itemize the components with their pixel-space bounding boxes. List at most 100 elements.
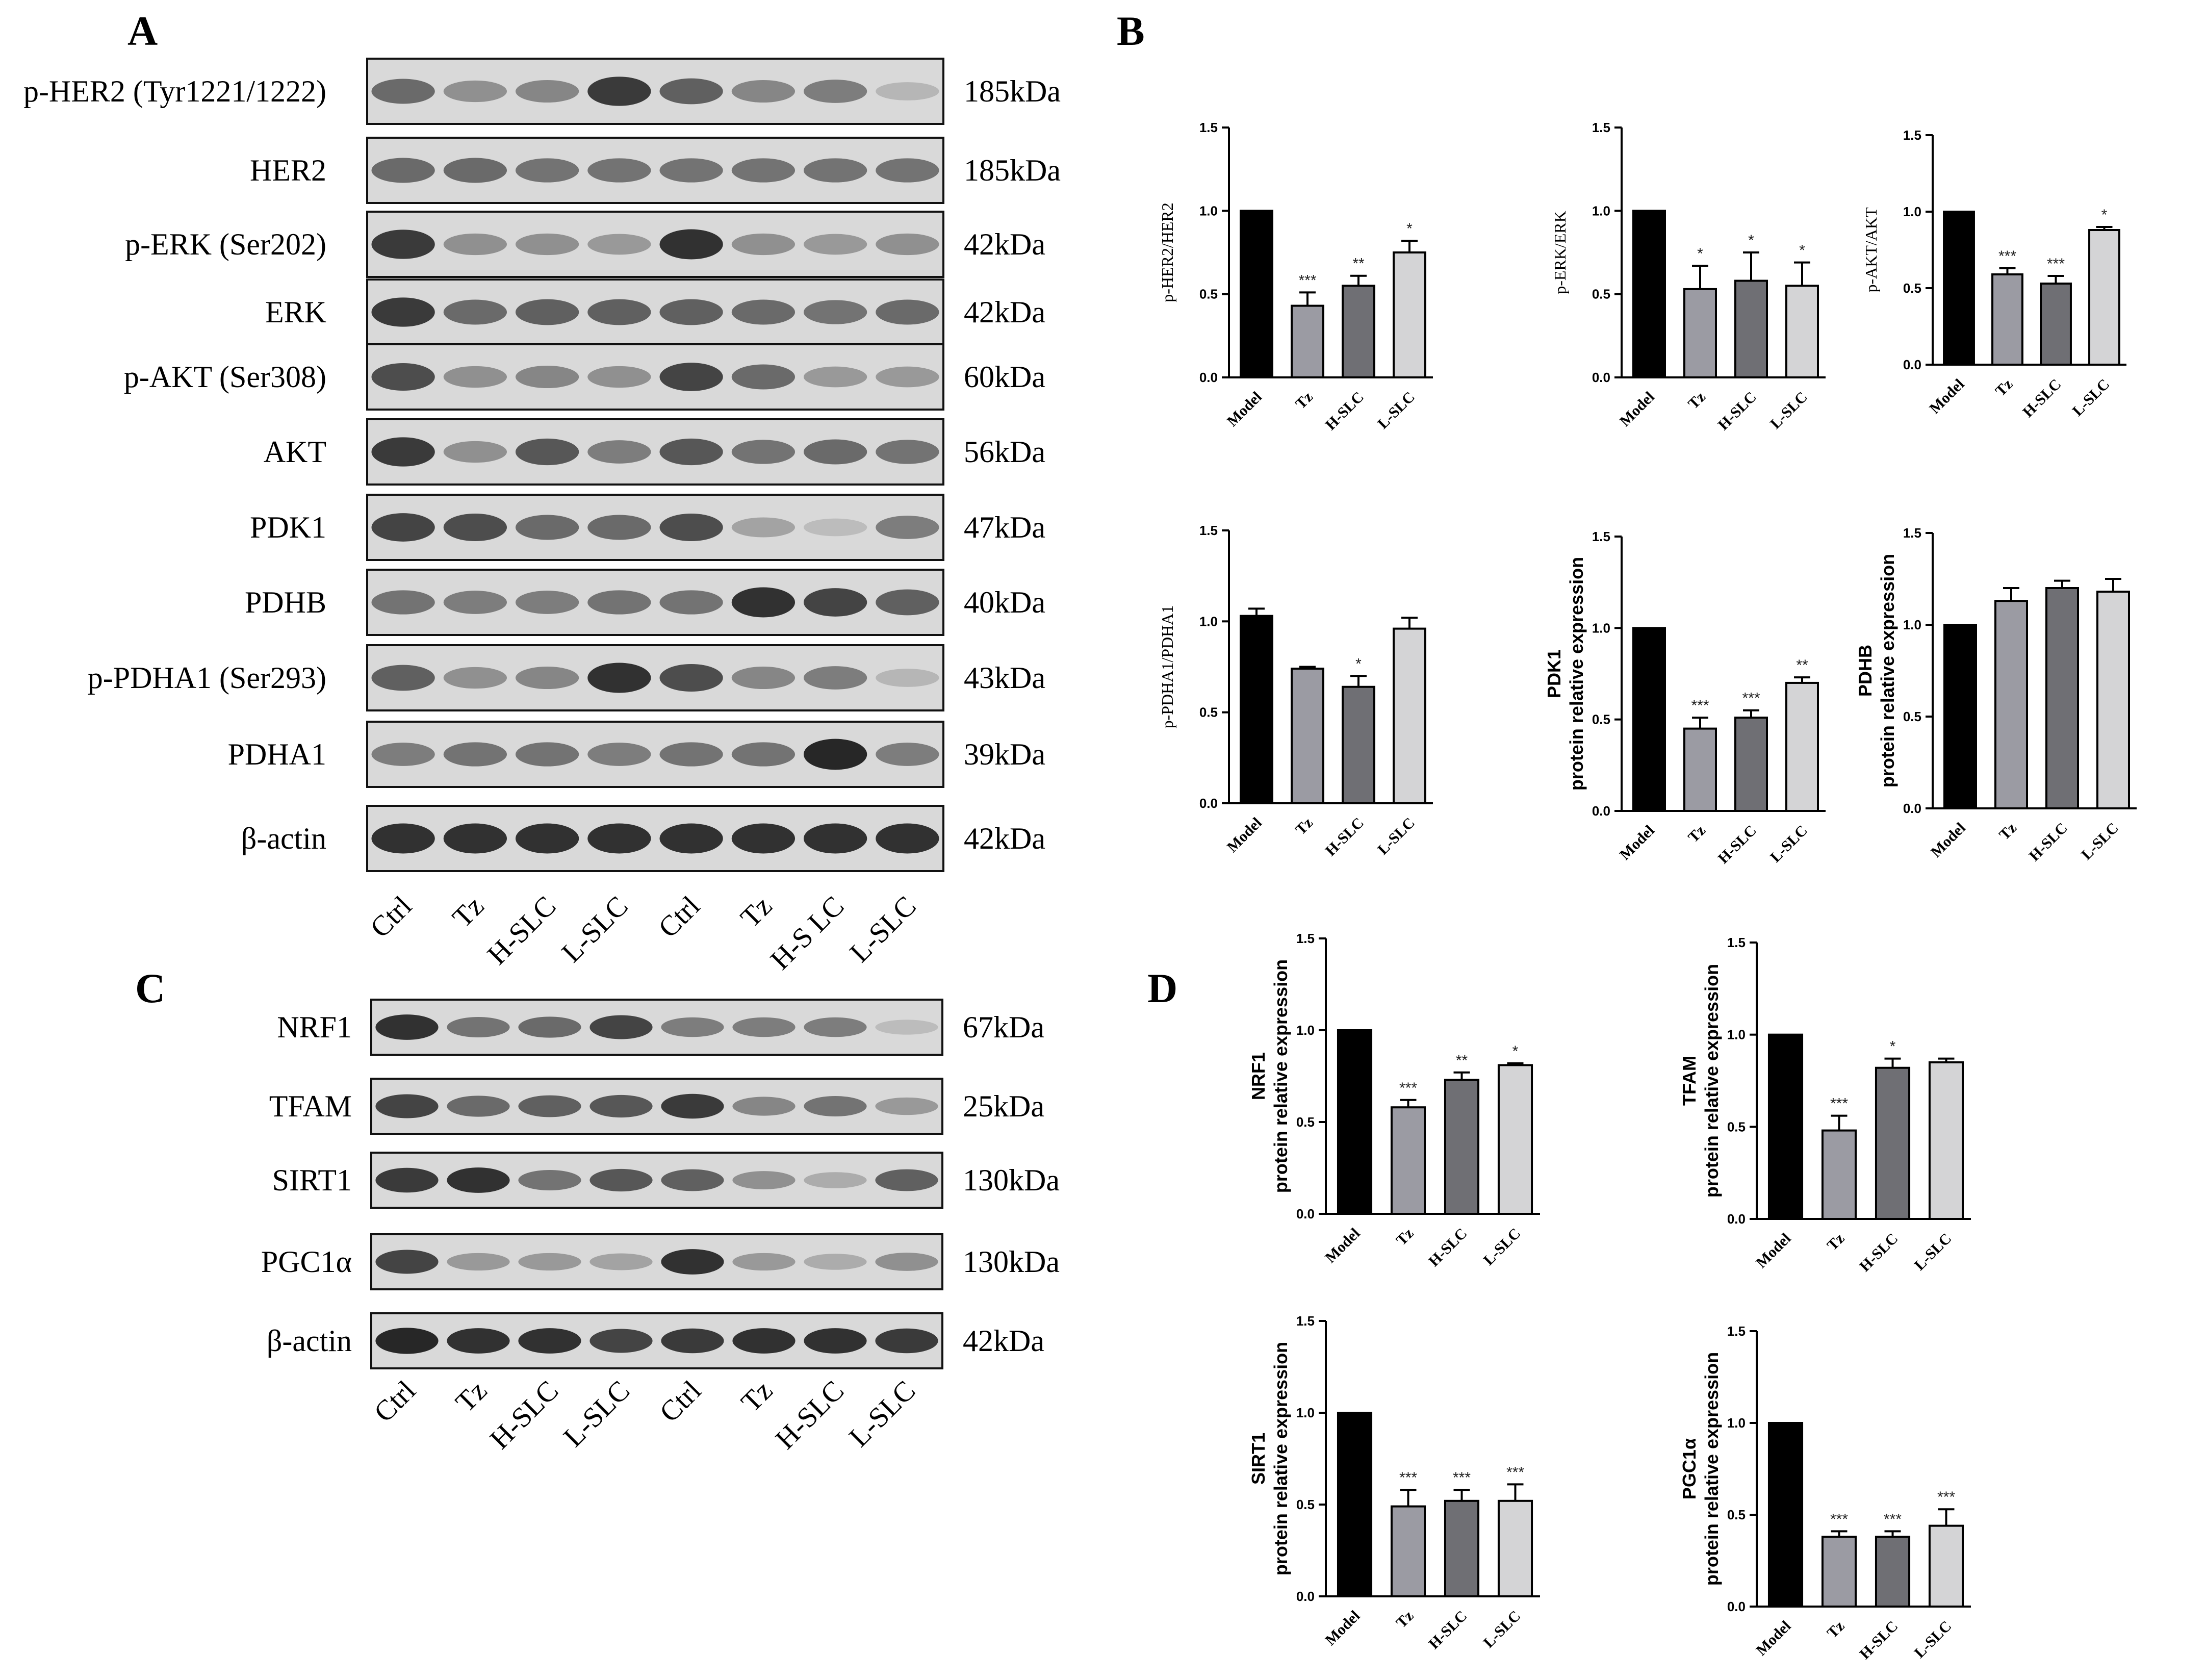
bar xyxy=(1875,1536,1911,1608)
y-tick-label: 0.0 xyxy=(1199,796,1218,811)
blot-band xyxy=(371,437,435,467)
bar xyxy=(1393,627,1426,804)
y-axis-label: PDK1 xyxy=(1544,649,1564,698)
blot-row: p-HER2 (Tyr1221/1222) 185kDa xyxy=(23,58,1061,125)
y-tick-label: 1.0 xyxy=(1199,614,1218,629)
bar-chart: 0.0 0.5 1.0 1.5 p-AKT/AKT Model *** Tz *** H-SLC *… xyxy=(1862,128,2126,421)
blot-row: β-actin 42kDa xyxy=(241,805,1045,872)
blot-band xyxy=(443,299,507,325)
significance-label: ** xyxy=(1352,256,1365,272)
x-tick-label: Model xyxy=(1224,814,1265,856)
blot-band xyxy=(803,588,867,617)
blot-row: HER2 185kDa xyxy=(250,137,1061,204)
blot-band xyxy=(443,80,507,103)
blot-band xyxy=(371,665,435,691)
bar-chart: 0.0 0.5 1.0 1.5 p-ERK/ERK Model * Tz * H-SLC * L-SL… xyxy=(1551,120,1826,434)
x-tick-label: Tz xyxy=(1685,389,1709,413)
blot-band xyxy=(587,440,651,464)
y-tick-label: 1.5 xyxy=(1296,1313,1315,1329)
blot-band xyxy=(447,1017,510,1037)
blot-band xyxy=(589,1329,653,1353)
blot-band xyxy=(661,1093,724,1119)
blot-band xyxy=(375,1014,439,1040)
bar-chart: 0.0 0.5 1.0 1.5 PDK1 protein relative express… xyxy=(1544,529,1826,867)
blot-band xyxy=(731,587,796,618)
y-tick-label: 0.5 xyxy=(1592,712,1610,727)
lane-label: L-SLC xyxy=(844,890,922,969)
protein-label: p-HER2 (Tyr1221/1222) xyxy=(23,74,326,108)
blot-band xyxy=(876,669,939,687)
significance-label: *** xyxy=(1506,1464,1524,1481)
bar xyxy=(1632,210,1666,378)
x-tick-label: Model xyxy=(1322,1225,1363,1266)
bar xyxy=(1875,1066,1911,1220)
blot-band xyxy=(443,366,507,388)
blot-band xyxy=(803,823,867,854)
blot-row: PDHA1 39kDa xyxy=(228,721,1045,788)
molecular-weight-label: 42kDa xyxy=(963,1324,1044,1358)
significance-label: * xyxy=(1406,220,1413,237)
blot-band xyxy=(587,663,651,693)
y-tick-label: 1.0 xyxy=(1903,617,1921,632)
blot-band xyxy=(659,229,723,260)
blot-band xyxy=(731,440,796,464)
blot-band xyxy=(371,158,435,183)
panel-label-d: D xyxy=(1147,965,1177,1011)
bar-chart: 0.0 0.5 1.0 1.5 PDHB protein relative express… xyxy=(1855,525,2137,864)
molecular-weight-label: 185kDa xyxy=(964,154,1061,187)
blot-band xyxy=(589,1168,653,1192)
x-tick-label: Model xyxy=(1617,822,1658,863)
blot-band xyxy=(731,666,796,690)
x-tick-label: Model xyxy=(1322,1608,1363,1649)
blot-band xyxy=(589,1094,653,1118)
y-axis-label: protein relative expression xyxy=(1701,1352,1722,1586)
protein-label: HER2 xyxy=(250,154,326,187)
y-tick-label: 1.5 xyxy=(1199,120,1218,135)
lane-label: Tz xyxy=(450,1374,494,1418)
x-tick-label: H-SLC xyxy=(1715,822,1760,867)
blot-band xyxy=(518,1095,581,1117)
y-tick-label: 0.5 xyxy=(1903,281,1921,296)
y-axis-label: protein relative expression xyxy=(1701,964,1722,1198)
bar xyxy=(1767,1033,1804,1220)
blot-band xyxy=(876,516,939,539)
molecular-weight-label: 56kDa xyxy=(964,435,1045,469)
blot-band xyxy=(659,299,723,325)
significance-label: *** xyxy=(1453,1469,1471,1486)
y-axis-label: p-ERK/ERK xyxy=(1551,211,1569,294)
bar xyxy=(1390,1106,1426,1215)
blot-band xyxy=(803,234,867,255)
bar xyxy=(1994,600,2028,809)
blot-band xyxy=(876,158,939,183)
y-axis-label: protein relative expression xyxy=(1877,554,1898,787)
lane-label: H-SLC xyxy=(769,1374,850,1455)
molecular-weight-label: 40kDa xyxy=(964,586,1045,619)
protein-label: ERK xyxy=(265,295,326,329)
significance-label: * xyxy=(1697,245,1703,262)
significance-label: *** xyxy=(1399,1469,1417,1486)
x-tick-label: Model xyxy=(1928,820,1969,861)
blot-row: SIRT1 130kDa xyxy=(272,1152,1060,1209)
blot-band xyxy=(447,1167,510,1193)
significance-label: * xyxy=(1799,242,1805,259)
blot-row: β-actin 42kDa xyxy=(267,1312,1044,1369)
molecular-weight-label: 42kDa xyxy=(964,822,1045,855)
blot-band xyxy=(875,1097,938,1115)
blot-band xyxy=(732,1171,796,1189)
blot-band xyxy=(731,80,796,103)
blot-band xyxy=(587,515,651,540)
blot-band xyxy=(803,158,867,183)
bar xyxy=(1390,1505,1426,1598)
blot-band xyxy=(515,515,579,540)
protein-label: PGC1α xyxy=(261,1245,352,1279)
bar xyxy=(1943,624,1977,809)
blot-band xyxy=(587,823,651,854)
bar xyxy=(1632,627,1666,812)
molecular-weight-label: 60kDa xyxy=(964,360,1045,394)
bar xyxy=(2040,283,2072,366)
blot-band xyxy=(732,1253,796,1271)
bar xyxy=(1991,273,2023,366)
blot-band xyxy=(875,1253,938,1271)
x-tick-label: Model xyxy=(1617,389,1658,430)
